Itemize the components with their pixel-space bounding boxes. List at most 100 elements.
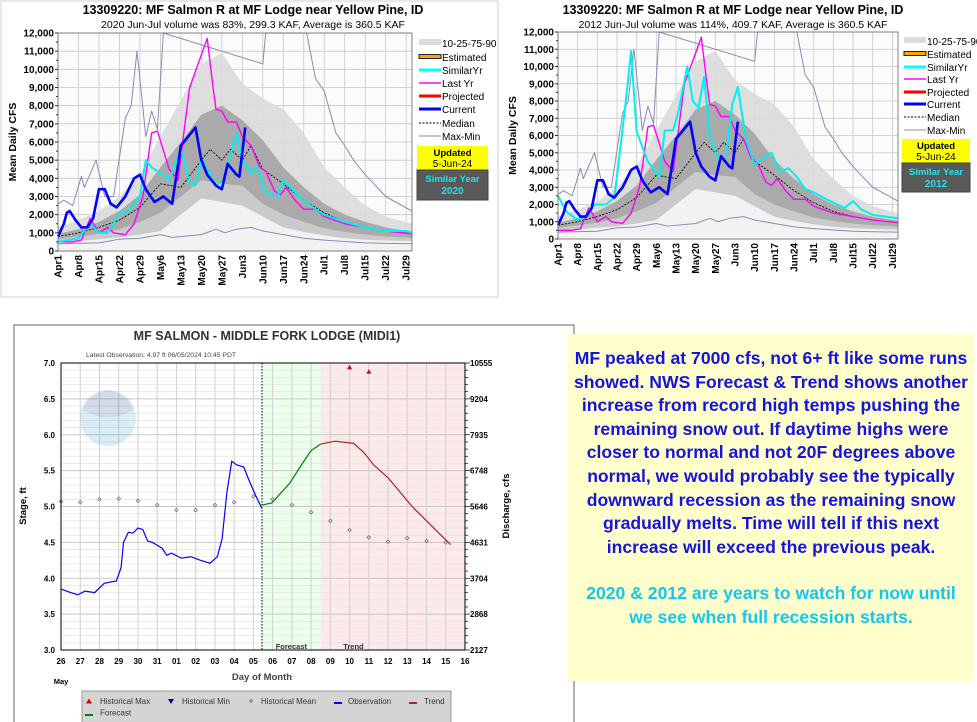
x-tick-label: Jul29 — [888, 243, 899, 269]
commentary-watch: 2020 & 2012 are years to watch for now u… — [586, 583, 956, 627]
stage-tick-label: 6.0 — [44, 431, 56, 440]
x-axis-label: Day of Month — [232, 672, 292, 683]
legend-label: Historical Min — [182, 697, 230, 706]
series-min-line — [557, 216, 899, 233]
legend-box — [81, 690, 452, 722]
x-tick-label: Jun3 — [238, 255, 249, 279]
x-tick-label: Apr22 — [115, 255, 126, 284]
y-axis-label: Mean Daily CFS — [507, 96, 519, 175]
day-tick-label: 07 — [287, 657, 296, 666]
x-tick-label: Apr22 — [613, 243, 624, 272]
legend-label: Estimated — [442, 53, 486, 64]
stage-tick-label: 5.0 — [44, 503, 56, 512]
discharge-tick-label: 7935 — [470, 431, 488, 440]
trend-line — [320, 440, 451, 545]
y-tick-label: 12,000 — [523, 28, 554, 39]
x-tick-label: Jun24 — [299, 255, 310, 284]
updated-label: Updated — [434, 148, 472, 159]
discharge-tick-label: 5646 — [470, 503, 488, 512]
y-tick-label: 4,000 — [529, 166, 554, 177]
legend-label: Estimated — [927, 50, 971, 61]
legend-label: Current — [927, 100, 961, 111]
day-tick-label: 09 — [326, 657, 335, 666]
historical-mean-icon — [249, 699, 253, 703]
discharge-tick-label: 6748 — [470, 467, 488, 476]
stage-tick-label: 6.5 — [44, 395, 56, 404]
day-tick-label: 29 — [114, 657, 123, 666]
estimated-swatch — [903, 51, 927, 56]
historical-mean-marker — [97, 497, 102, 502]
legend-label: Last Yr — [442, 79, 474, 90]
day-tick-label: 10 — [345, 657, 354, 666]
y-tick-label: 11,000 — [24, 47, 54, 58]
x-tick-label: Jul15 — [849, 243, 860, 269]
discharge-tick-label: 2127 — [470, 646, 488, 655]
x-tick-label: Apr1 — [554, 243, 565, 266]
historical-mean-marker — [347, 527, 352, 533]
legend-label: Observation — [348, 697, 391, 706]
similar-year-label: Similar Year — [425, 174, 480, 185]
x-tick-label: May13 — [672, 243, 683, 274]
latest-observation: Latest Observation: 4.97 ft 06/05/2024 1… — [86, 352, 236, 359]
day-tick-label: 14 — [422, 657, 431, 666]
day-tick-label: 08 — [307, 657, 316, 666]
y-tick-label: 6,000 — [29, 138, 54, 149]
updated-label: Updated — [917, 141, 955, 152]
x-tick-label: Jul22 — [868, 243, 879, 269]
legend-label: Forecast — [100, 709, 132, 718]
y-tick-label: 7,000 — [29, 119, 54, 130]
updated-date: 5-Jun-24 — [433, 159, 473, 170]
x-tick-label: Jun24 — [790, 243, 801, 272]
day-tick-label: 15 — [441, 657, 450, 666]
y-tick-label: 4,000 — [29, 174, 54, 185]
x-tick-label: May13 — [176, 255, 187, 286]
x-tick-label: Apr15 — [94, 255, 105, 284]
x-tick-label: May6 — [156, 255, 167, 280]
stage-tick-label: 7.0 — [44, 359, 56, 368]
discharge-tick-label: 9204 — [470, 395, 488, 404]
historical-mean-marker — [328, 518, 333, 524]
legend-label: Median — [442, 119, 475, 130]
y-tick-label: 5,000 — [529, 148, 554, 159]
series-max-line — [557, 31, 899, 202]
y-tick-label: 8,000 — [29, 101, 54, 112]
day-tick-label: 01 — [172, 657, 181, 666]
y-tick-label: 7,000 — [529, 114, 554, 125]
discharge-tick-label: 4631 — [470, 538, 488, 547]
legend-label: Historical Max — [100, 697, 150, 706]
day-tick-label: 27 — [76, 657, 85, 666]
noaa-logo-icon — [80, 390, 136, 446]
forecast-region-label: Forecast — [276, 642, 308, 651]
updated-box — [417, 146, 488, 170]
y-tick-label: 6,000 — [529, 131, 554, 142]
month-label: May — [54, 677, 69, 686]
y-tick-label: 5,000 — [29, 156, 54, 167]
y-tick-label: 10,000 — [523, 62, 554, 73]
legend-label: Projected — [442, 92, 484, 103]
estimated-swatch — [418, 54, 442, 59]
day-tick-label: 16 — [461, 657, 470, 666]
streamflow-chart-0: 0 1,000 2,000 3,000 4,000 5,000 6,000 7,000 8,00… — [7, 3, 497, 286]
chart-frame-left — [0, 0, 499, 298]
historical-mean-marker — [78, 499, 83, 505]
historical-mean-marker — [443, 540, 448, 545]
y-tick-label: 10,000 — [23, 65, 54, 76]
x-tick-label: Jul15 — [361, 255, 372, 281]
series-current-line — [56, 126, 247, 238]
discharge-axis-label: Discharge, cfs — [501, 474, 512, 539]
band-p10 — [558, 188, 898, 239]
historical-mean-marker — [116, 496, 121, 501]
historical-mean-marker — [366, 535, 372, 540]
x-tick-label: May6 — [652, 243, 663, 268]
chart-subtitle: 2020 Jun-Jul volume was 83%, 299.3 KAF, … — [101, 19, 405, 31]
legend-label: 10-25-75-90 — [442, 39, 497, 50]
legend-label: Historical Mean — [261, 697, 316, 706]
band-p75 — [558, 101, 898, 239]
day-tick-label: 11 — [365, 657, 374, 666]
legend-label: Current — [442, 105, 476, 116]
band-swatch — [904, 37, 926, 43]
historical-mean-marker — [308, 510, 314, 515]
noaa-logo-circle — [80, 390, 136, 446]
